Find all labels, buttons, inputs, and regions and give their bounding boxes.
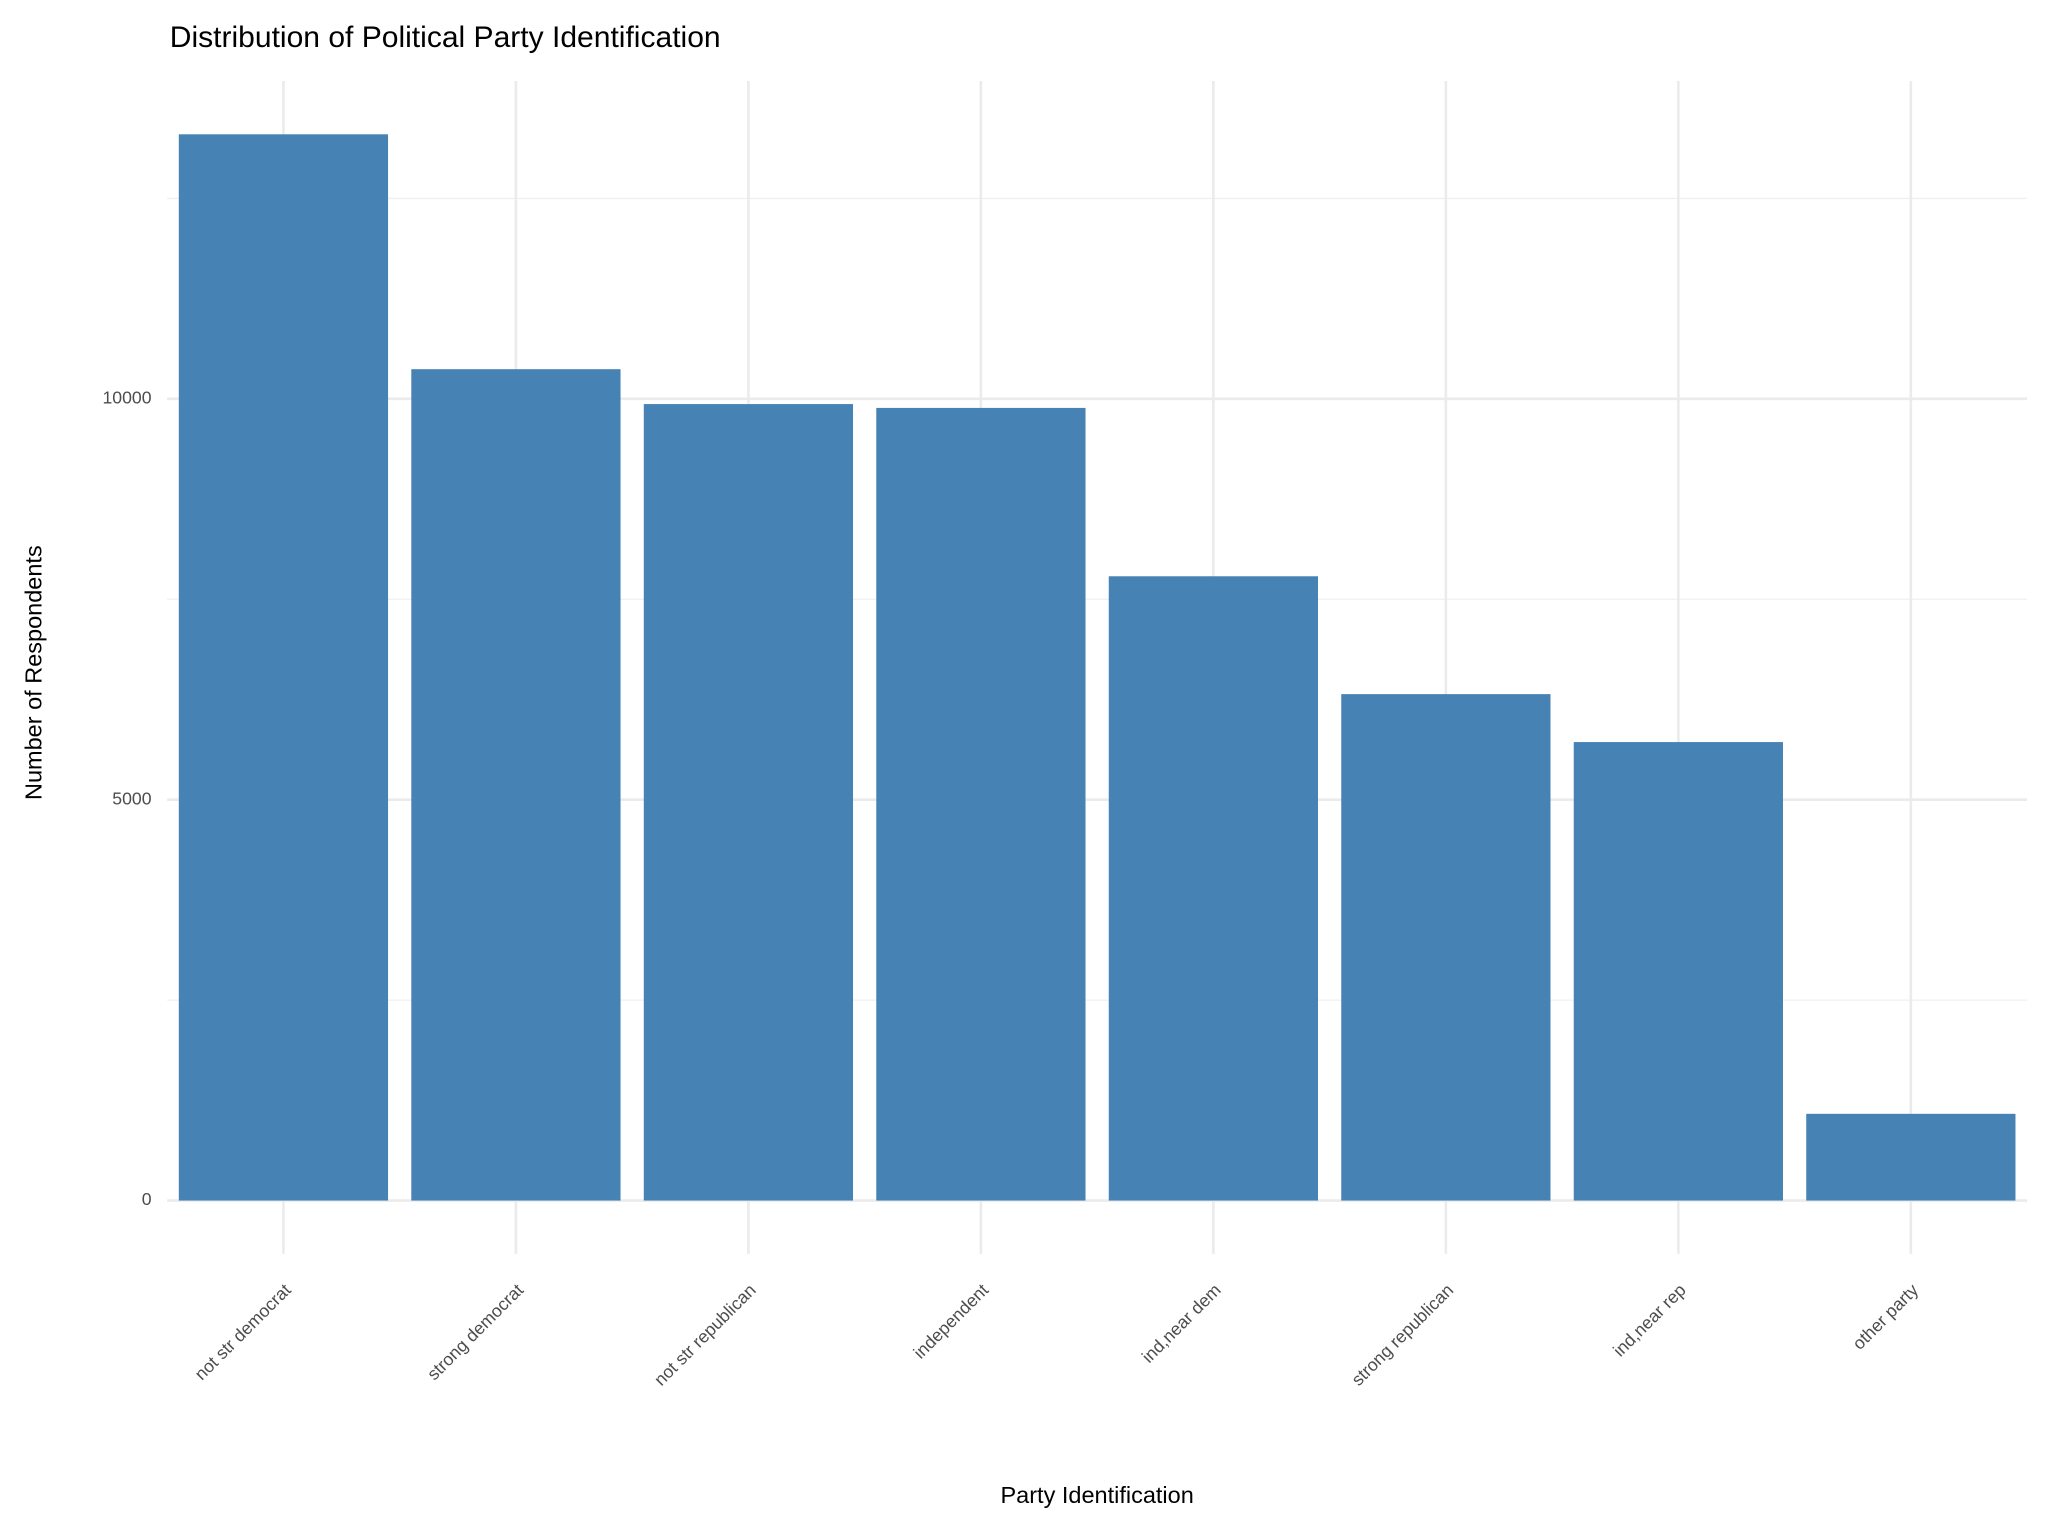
x-tick-label: not str democrat [191,1280,295,1384]
x-tick-label: independent [909,1280,992,1363]
y-axis-title: Number of Respondents [20,545,46,800]
x-tick-label: other party [1848,1280,1922,1354]
x-tick-label: not str republican [650,1280,760,1390]
x-tick-label: ind,near rep [1609,1280,1690,1361]
y-tick-label: 10000 [102,388,151,408]
y-tick-label: 0 [142,1189,152,1209]
chart-title: Distribution of Political Party Identifi… [170,21,721,54]
plot-area: not str democrat strong democrat not str r… [178,134,2016,1390]
bar [1806,1113,2016,1201]
bar [1573,742,1783,1201]
bar [1108,576,1319,1201]
y-tick-label: 5000 [112,788,151,808]
bar [411,369,621,1201]
bar [1341,694,1551,1201]
x-axis-title: Party Identification [1000,1482,1193,1508]
bar [643,404,854,1201]
bar [876,407,1086,1201]
bar [178,134,389,1201]
x-tick-label: strong republican [1347,1280,1457,1390]
x-tick-label: strong democrat [423,1280,527,1384]
x-tick-label: ind,near dem [1138,1280,1225,1367]
